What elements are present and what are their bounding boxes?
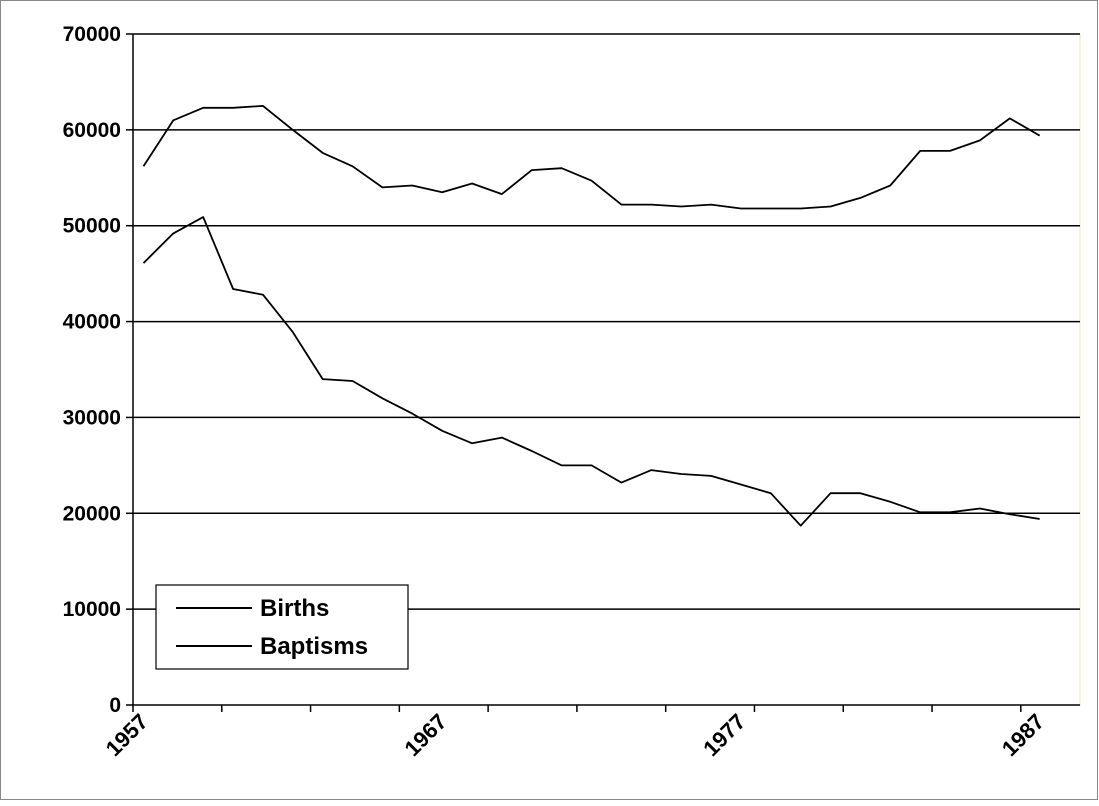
axes: 0100002000030000400005000060000700001957… <box>63 23 1080 761</box>
series-line-births <box>142 105 1041 210</box>
y-tick-label: 30000 <box>63 406 121 429</box>
legend-label-baptisms: Baptisms <box>260 633 368 660</box>
legend: Births Baptisms <box>155 584 409 670</box>
y-tick-label: 70000 <box>63 23 121 46</box>
legend-box <box>155 584 409 670</box>
y-tick-label: 50000 <box>63 215 121 238</box>
y-tick-label: 0 <box>109 694 121 717</box>
y-tick-label: 20000 <box>63 502 121 525</box>
gridlines <box>133 33 1080 610</box>
series-line-baptisms <box>142 216 1040 527</box>
y-tick-label: 60000 <box>63 119 121 142</box>
series-lines <box>142 105 1041 527</box>
legend-label-births: Births <box>260 595 329 622</box>
y-tick-label: 40000 <box>63 311 121 334</box>
y-tick-label: 10000 <box>63 598 121 621</box>
